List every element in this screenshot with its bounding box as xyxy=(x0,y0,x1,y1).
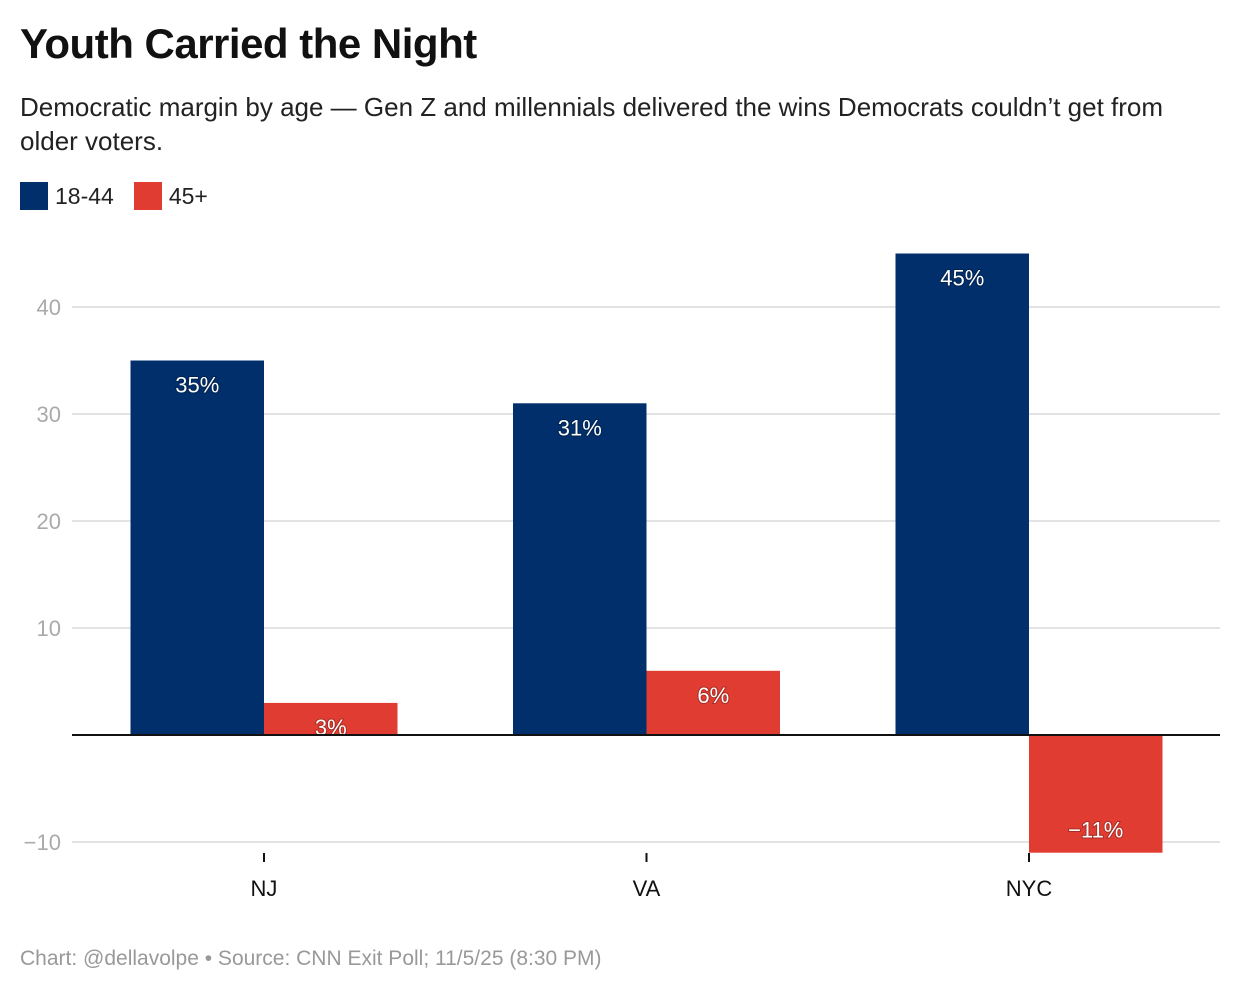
x-tick-label: NYC xyxy=(1006,876,1053,901)
bar-45+-VA xyxy=(646,670,780,735)
legend-label: 18-44 xyxy=(55,182,114,209)
legend-swatch-45plus xyxy=(133,182,162,210)
data-label: 35% xyxy=(175,373,219,398)
y-tick-label: −10 xyxy=(24,830,61,855)
y-tick-label: 20 xyxy=(37,509,61,534)
data-label: −11% xyxy=(1068,818,1123,843)
chart-subtitle: Democratic margin by age — Gen Z and mil… xyxy=(20,92,1164,156)
legend: 18-44 45+ xyxy=(20,182,228,210)
y-tick-label: 10 xyxy=(37,616,61,641)
legend-label: 45+ xyxy=(168,182,208,209)
bar-18-44-VA xyxy=(513,403,647,735)
chart-title: Youth Carried the Night xyxy=(20,20,477,67)
legend-item-18-44: 18-44 xyxy=(20,182,114,210)
data-label: 31% xyxy=(558,415,602,440)
x-tick-label: NJ xyxy=(251,876,278,901)
bar-45+-NYC xyxy=(1029,735,1163,853)
legend-swatch-18-44 xyxy=(20,182,48,210)
data-label: 45% xyxy=(940,266,984,291)
data-label: 3% xyxy=(315,715,347,740)
bar-18-44-NJ xyxy=(130,360,264,735)
y-tick-label: 30 xyxy=(37,402,61,427)
bar-45+-NJ xyxy=(264,702,398,735)
data-label: 6% xyxy=(697,683,729,708)
y-tick-label: 40 xyxy=(37,295,61,320)
chart-footer: Chart: @dellavolpe • Source: CNN Exit Po… xyxy=(20,947,602,970)
bar-18-44-NYC xyxy=(895,253,1029,735)
legend-item-45plus: 45+ xyxy=(133,182,208,210)
x-tick-label: VA xyxy=(633,876,661,901)
